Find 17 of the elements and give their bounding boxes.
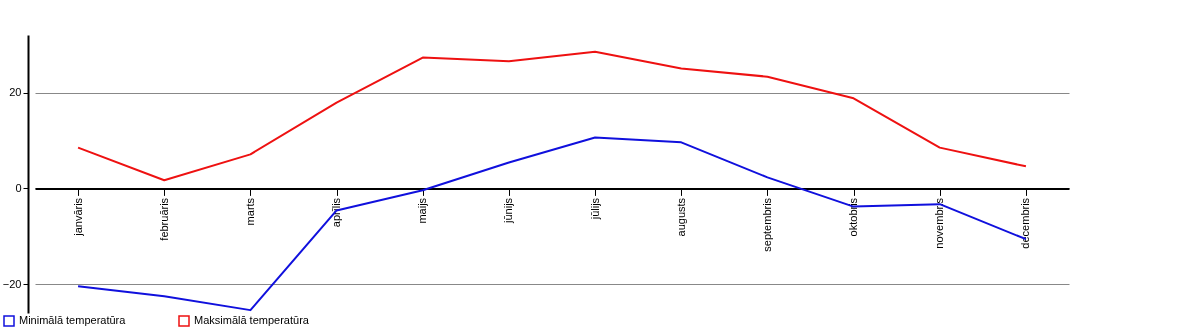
x-tick-label: septembris bbox=[760, 197, 773, 252]
y-tick-label: 0 bbox=[15, 181, 22, 194]
legend-label: Maksimālā temperatūra bbox=[194, 314, 310, 326]
line-series bbox=[77, 50, 1027, 182]
x-tick-label: jūnijs bbox=[502, 197, 515, 224]
x-tick-label: augusts bbox=[674, 197, 687, 237]
x-tick-label: decembris bbox=[1019, 197, 1032, 249]
x-tick-label: oktobris bbox=[847, 197, 860, 237]
x-tick-label: februāris bbox=[157, 197, 170, 241]
x-tick-label: janvāris bbox=[71, 197, 84, 237]
y-tick-label: 20 bbox=[9, 86, 22, 99]
x-tick-label: marts bbox=[243, 197, 256, 226]
y-tick-label: −20 bbox=[2, 277, 22, 290]
legend-label: Minimālā temperatūra bbox=[19, 314, 127, 326]
x-tick-label: aprīlis bbox=[330, 197, 343, 228]
x-tick-label: jūlijs bbox=[588, 197, 601, 221]
x-tick-label: maijs bbox=[416, 197, 429, 224]
